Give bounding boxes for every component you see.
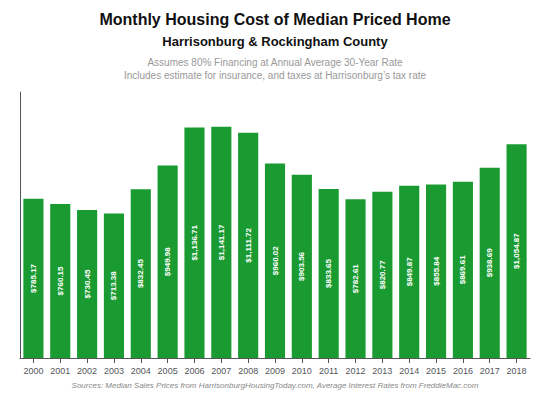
svg-text:$903.56: $903.56 — [297, 251, 306, 280]
svg-text:Monthly Housing Cost of Median: Monthly Housing Cost of Median Priced Ho… — [99, 11, 450, 28]
svg-text:$785.17: $785.17 — [29, 263, 38, 292]
svg-text:$960.02: $960.02 — [271, 246, 280, 275]
svg-text:2003: 2003 — [104, 366, 124, 376]
svg-text:Sources: Median Sales Prices f: Sources: Median Sales Prices from Harris… — [72, 381, 479, 390]
svg-text:$949.98: $949.98 — [163, 247, 172, 276]
svg-text:2001: 2001 — [50, 366, 70, 376]
svg-text:2018: 2018 — [507, 366, 527, 376]
svg-text:2008: 2008 — [238, 366, 258, 376]
svg-text:$730.45: $730.45 — [83, 269, 92, 298]
svg-text:2011: 2011 — [319, 366, 338, 376]
svg-text:$820.77: $820.77 — [378, 260, 387, 289]
svg-text:$1,141.17: $1,141.17 — [217, 224, 226, 260]
svg-text:2005: 2005 — [158, 366, 178, 376]
svg-text:2002: 2002 — [77, 366, 97, 376]
svg-text:Harrisonburg & Rockingham Coun: Harrisonburg & Rockingham County — [162, 34, 388, 49]
svg-text:2013: 2013 — [372, 366, 392, 376]
svg-text:2012: 2012 — [346, 366, 366, 376]
svg-text:$1,111.72: $1,111.72 — [244, 227, 253, 262]
svg-text:$713.38: $713.38 — [109, 271, 118, 300]
svg-text:2010: 2010 — [292, 366, 312, 376]
svg-text:$849.87: $849.87 — [405, 257, 414, 286]
svg-text:2015: 2015 — [426, 366, 446, 376]
svg-text:2007: 2007 — [211, 366, 231, 376]
svg-text:2004: 2004 — [131, 366, 151, 376]
svg-text:Assumes 80% Financing at Annua: Assumes 80% Financing at Annual Average … — [147, 57, 403, 68]
svg-text:$832.45: $832.45 — [136, 259, 145, 288]
svg-text:$869.61: $869.61 — [458, 255, 467, 284]
svg-text:$782.61: $782.61 — [351, 264, 360, 293]
svg-text:$855.84: $855.84 — [432, 256, 441, 285]
svg-text:2014: 2014 — [399, 366, 419, 376]
svg-text:2017: 2017 — [480, 366, 500, 376]
svg-text:2016: 2016 — [453, 366, 473, 376]
svg-text:$938.69: $938.69 — [485, 248, 494, 277]
svg-text:Includes estimate for insuranc: Includes estimate for insurance, and tax… — [124, 70, 427, 81]
svg-text:2000: 2000 — [23, 366, 43, 376]
svg-text:2009: 2009 — [265, 366, 285, 376]
svg-text:$1,054.87: $1,054.87 — [512, 233, 521, 269]
svg-text:$833.65: $833.65 — [324, 259, 333, 288]
svg-text:2006: 2006 — [184, 366, 204, 376]
svg-text:$1,136.71: $1,136.71 — [190, 224, 199, 260]
svg-text:$760.15: $760.15 — [56, 266, 65, 295]
